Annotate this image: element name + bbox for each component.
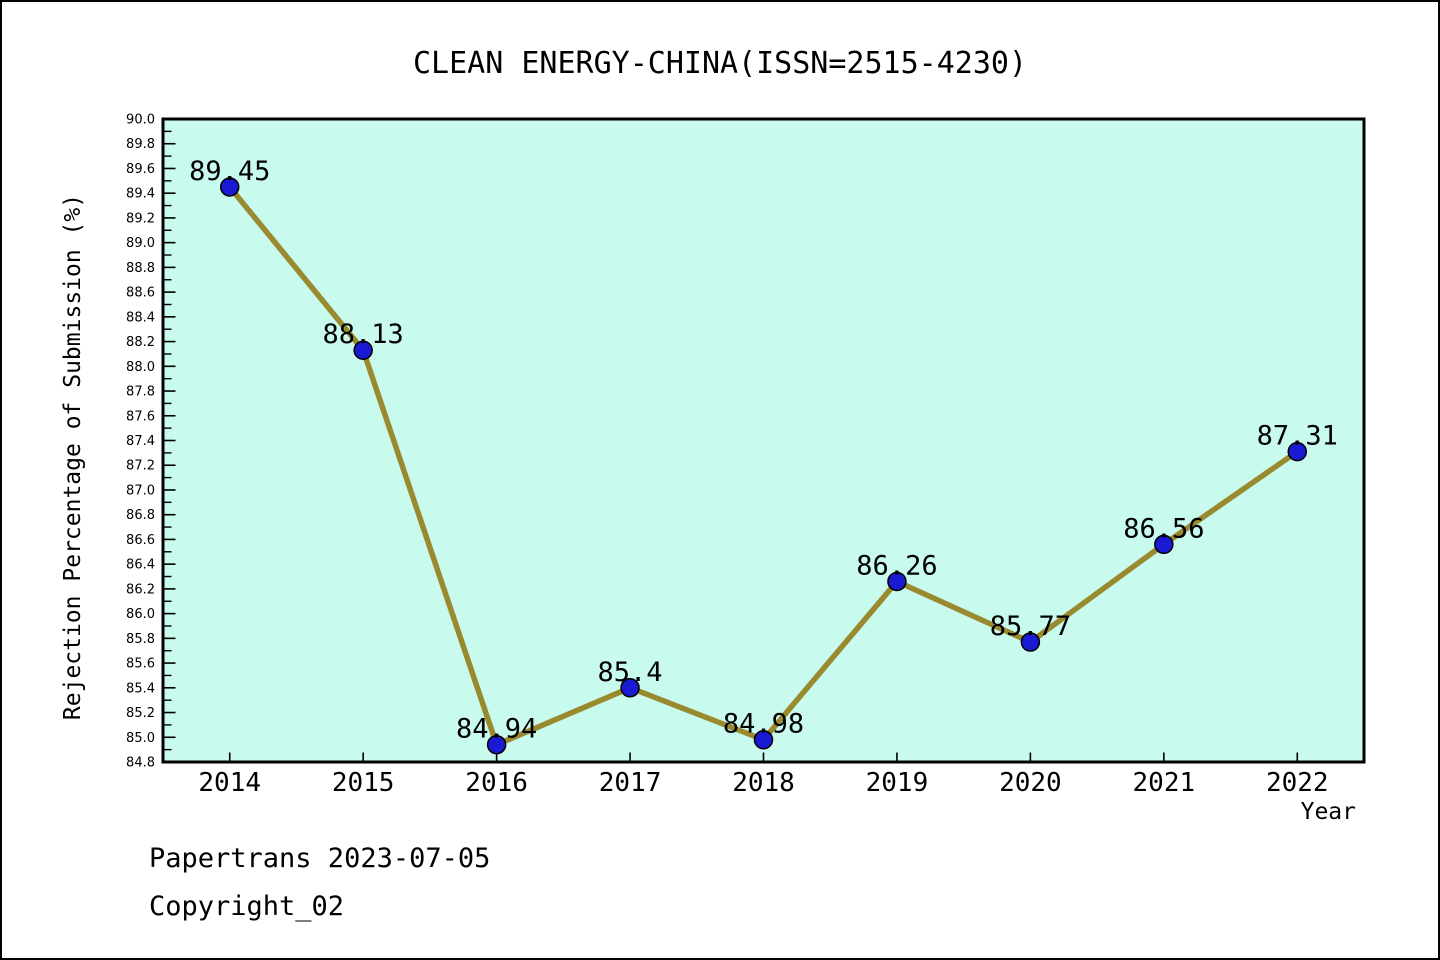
x-tick-label: 2014: [198, 768, 261, 798]
y-tick-label: 89.4: [126, 187, 155, 202]
x-tick-label: 2020: [999, 768, 1062, 798]
y-tick-label: 87.0: [126, 483, 155, 498]
data-point-marker: [753, 729, 774, 750]
data-point-label: 84.94: [456, 714, 537, 745]
y-tick-label: 84.8: [126, 756, 155, 771]
data-point-marker: [486, 734, 507, 755]
y-tick-label: 89.0: [126, 236, 155, 251]
axis-frame: [161, 117, 1366, 764]
y-tick-label: 89.6: [126, 162, 155, 177]
y-tick-label: 87.4: [126, 434, 155, 449]
data-point-label: 86.26: [856, 550, 937, 581]
y-tick-label: 85.0: [126, 731, 155, 746]
data-point-marker: [1154, 534, 1174, 555]
y-axis-label: Rejection Percentage of Submission (%): [60, 193, 86, 721]
y-tick-label: 86.0: [126, 607, 155, 622]
y-tick-label: 87.8: [126, 385, 155, 400]
x-tick-label: 2017: [599, 768, 662, 798]
plot-area-bg: [163, 119, 1364, 762]
footer-copyright: Copyright_02: [149, 891, 345, 922]
x-tick-label: 2016: [465, 768, 528, 798]
y-tick-label: 88.0: [126, 360, 155, 375]
y-tick-label: 85.8: [126, 632, 155, 647]
data-point-label: 85.4: [598, 657, 663, 688]
y-tick-label: 85.4: [126, 681, 155, 696]
x-tick-label: 2021: [1133, 768, 1196, 798]
x-tick-label: 2022: [1266, 768, 1329, 798]
data-point-marker: [1287, 441, 1308, 462]
y-tick-label: 88.8: [126, 261, 155, 276]
y-tick-label: 86.2: [126, 582, 155, 597]
x-tick-label: 2019: [866, 768, 929, 798]
data-point-label: 85.77: [990, 611, 1071, 642]
x-axis-label: Year: [1300, 799, 1356, 825]
footer-source-date: Papertrans 2023-07-05: [149, 843, 491, 874]
x-tick-label: 2015: [332, 768, 395, 798]
data-point-marker: [887, 571, 907, 592]
y-tick-label: 87.6: [126, 409, 155, 424]
y-tick-label: 88.2: [126, 335, 155, 350]
data-point-marker: [620, 678, 640, 698]
x-tick-label: 2018: [732, 768, 795, 798]
data-point-marker: [353, 340, 373, 360]
data-point-label: 87.31: [1257, 421, 1338, 452]
y-tick-label: 86.6: [126, 533, 155, 548]
data-point-label: 86.56: [1123, 513, 1204, 544]
y-tick-label: 85.2: [126, 706, 155, 721]
chart-title: CLEAN ENERGY-CHINA(ISSN=2515-4230): [412, 46, 1028, 81]
data-point-label: 89.45: [189, 156, 270, 187]
y-tick-label: 86.8: [126, 508, 155, 523]
y-tick-label: 87.2: [126, 459, 155, 474]
y-tick-label: 85.6: [126, 657, 155, 672]
y-tick-label: 89.8: [126, 137, 155, 152]
data-point-marker: [1020, 632, 1041, 652]
y-tick-label: 88.6: [126, 286, 155, 301]
data-point-label: 88.13: [323, 319, 404, 350]
y-tick-label: 89.2: [126, 211, 155, 226]
y-tick-label: 86.4: [126, 558, 155, 573]
y-tick-label: 90.0: [126, 113, 155, 128]
y-tick-label: 88.4: [126, 310, 155, 325]
data-point-label: 84.98: [723, 709, 804, 740]
data-point-marker: [219, 177, 240, 197]
